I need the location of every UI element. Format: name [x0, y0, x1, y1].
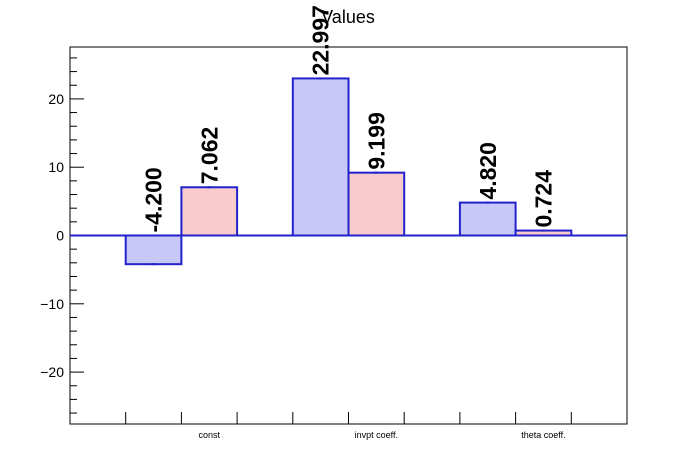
x-tick-label: const	[198, 430, 220, 440]
x-tick-label: invpt coeff.	[355, 430, 398, 440]
y-tick-label: 10	[48, 159, 64, 175]
data-label: 7.062	[196, 127, 222, 185]
bar	[458, 201, 517, 237]
chart-title: Values	[321, 7, 375, 27]
data-label: 4.820	[475, 142, 501, 200]
x-tick-label: theta coeff.	[521, 430, 565, 440]
bar	[124, 234, 183, 266]
bar	[347, 171, 406, 237]
y-tick-label: −20	[40, 364, 64, 380]
y-tick-label: −10	[40, 296, 64, 312]
plot-area: −20 −10 0 10 20 const invpt coeff. theta coeff.…	[40, 5, 628, 440]
bar	[180, 186, 239, 237]
data-label: -4.200	[141, 167, 167, 232]
y-tick-label: 0	[56, 228, 64, 244]
y-tick-label: 20	[48, 91, 64, 107]
data-label: 22.997	[308, 5, 334, 75]
data-label: 0.724	[530, 170, 556, 228]
data-label: 9.199	[363, 112, 389, 170]
bar	[291, 77, 350, 237]
